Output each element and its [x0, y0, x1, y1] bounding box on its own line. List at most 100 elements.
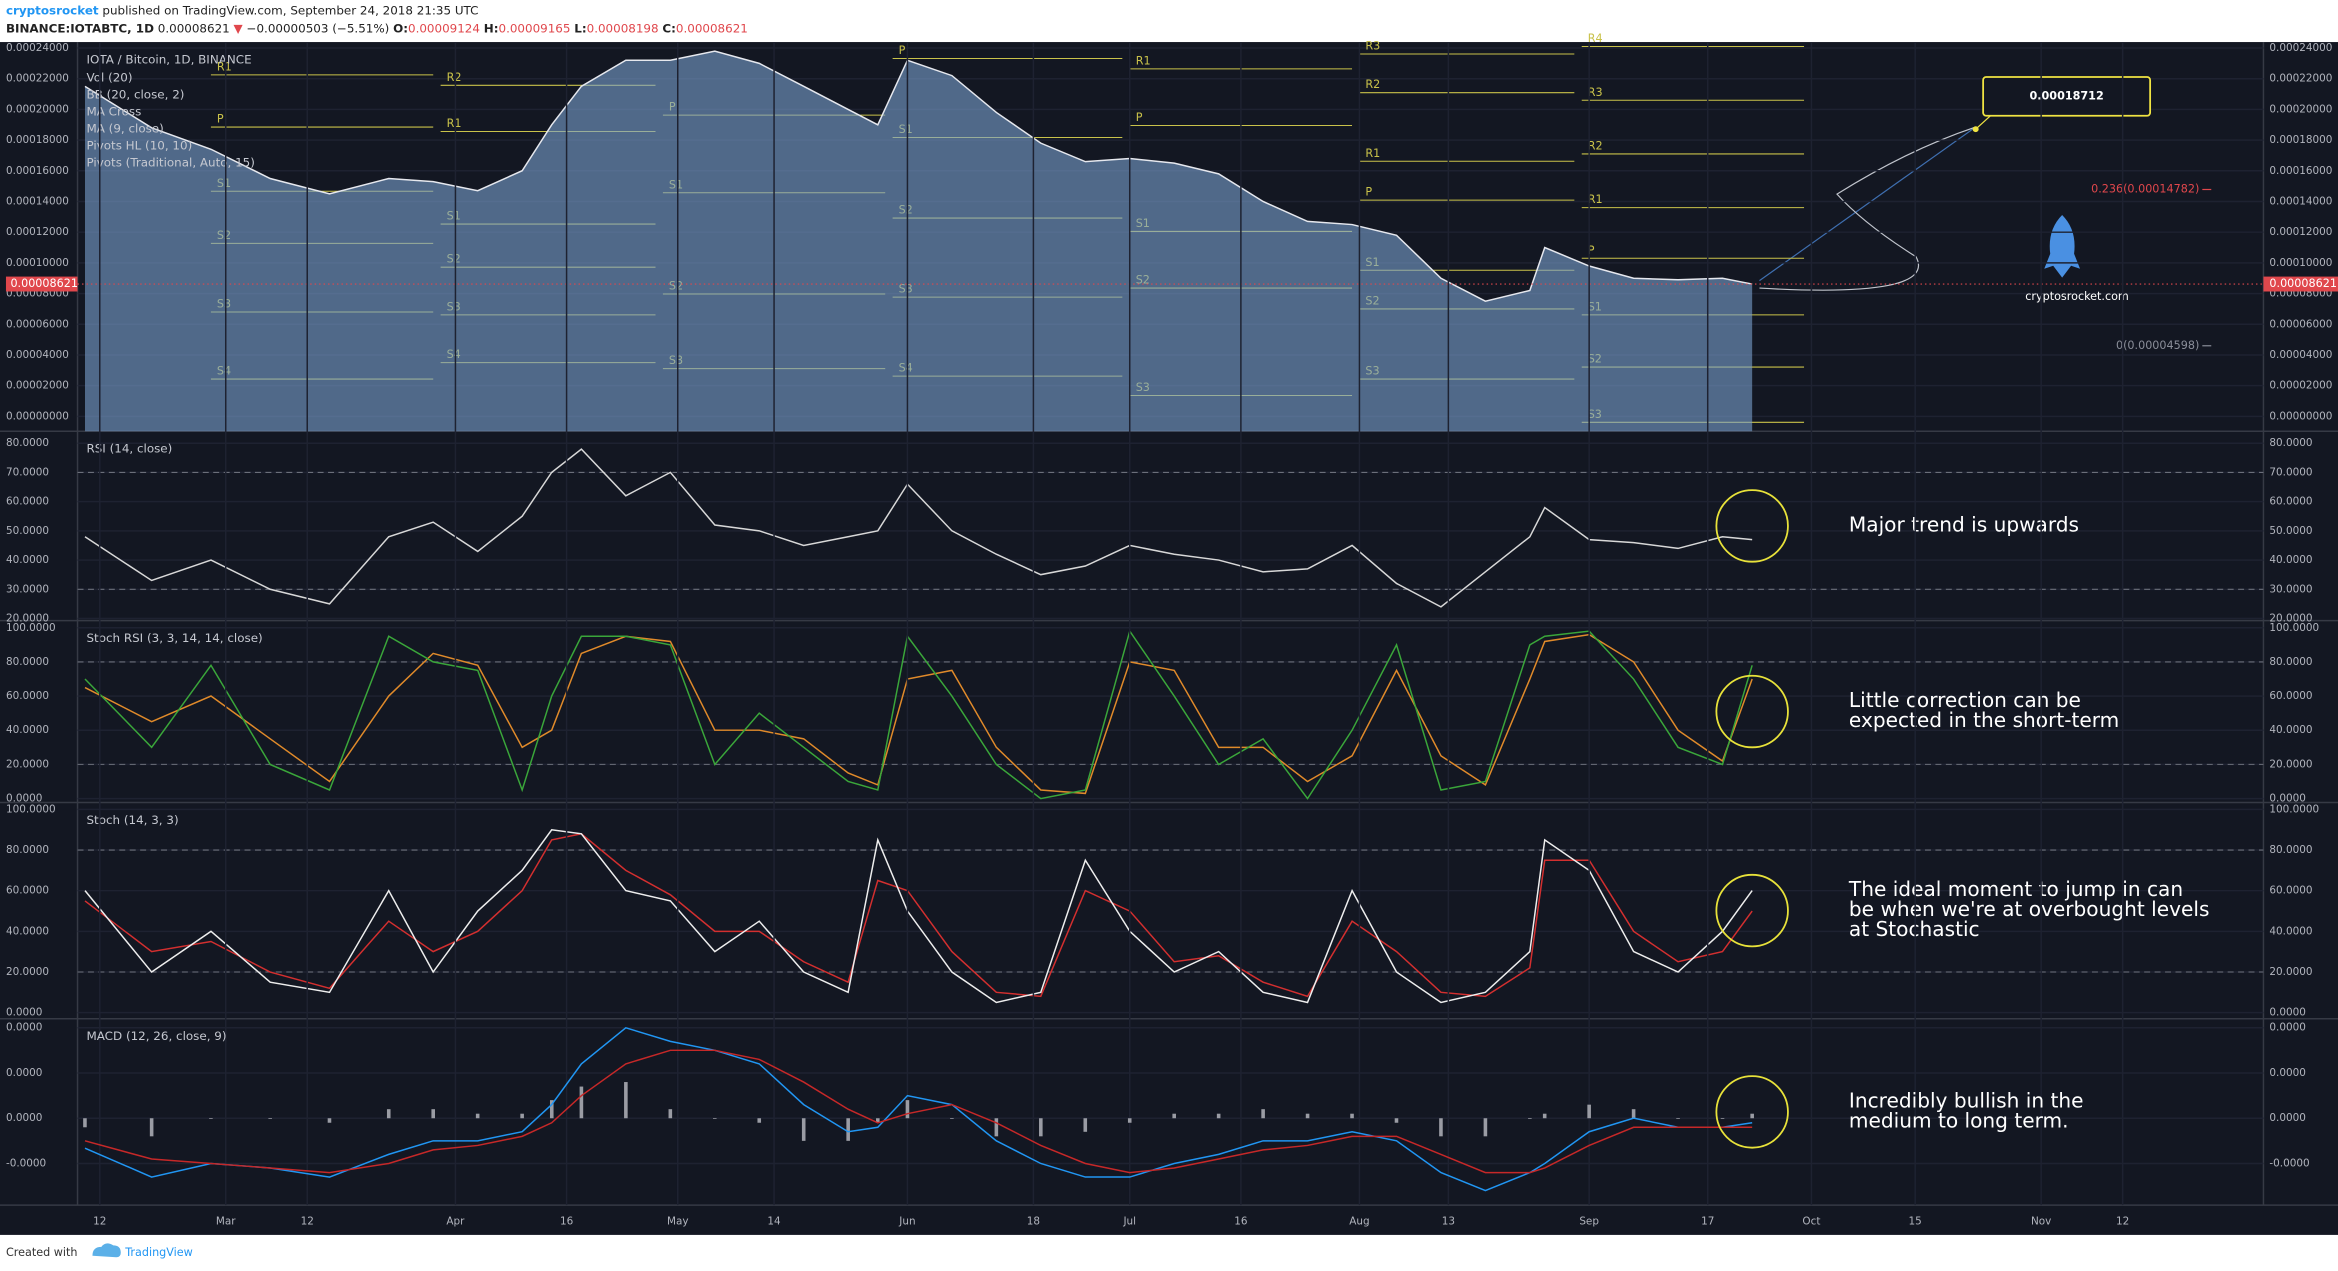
y-tick-label: 80.0000 [2269, 437, 2312, 449]
y-tick-label: 60.0000 [6, 885, 49, 897]
y-tick-label: 70.0000 [6, 466, 49, 478]
ohlc-value: 0.00009165 [499, 21, 571, 35]
y-tick-label: 40.0000 [2269, 554, 2312, 566]
y-tick-label: 20.0000 [2269, 613, 2312, 625]
x-tick-label: 14 [767, 1215, 781, 1227]
y-tick-label: 0.0000 [2269, 1007, 2305, 1019]
histogram-bar [1394, 1118, 1399, 1123]
ohlc-label: H: [484, 21, 499, 35]
histogram-bar [1172, 1113, 1176, 1119]
histogram-bar [327, 1118, 332, 1123]
series-line [84, 50, 1753, 302]
x-tick-label: Nov [2031, 1215, 2051, 1227]
highlight-circle [1715, 873, 1789, 948]
y-tick-label: 0.0000 [2269, 1022, 2305, 1034]
fib-label: 0(0.00004598) [2116, 339, 2199, 352]
author[interactable]: cryptosrocket [6, 3, 99, 17]
y-tick-label: 0.00014000 [6, 195, 69, 207]
pane-title: Stoch RSI (3, 3, 14, 14, close) [86, 631, 262, 645]
legend-entry: BB (20, close, 2) [86, 87, 184, 101]
y-tick-label: 0.00020000 [6, 103, 69, 115]
y-tick-label: 0.00012000 [6, 226, 69, 238]
ohlc-value: 0.00009124 [408, 21, 480, 35]
y-tick-label: 0.00010000 [6, 257, 69, 269]
histogram-bar [950, 1118, 954, 1119]
histogram-bar [1631, 1109, 1636, 1119]
series-line [84, 1049, 1753, 1174]
histogram-bar [209, 1118, 213, 1119]
pivot-label: P [1136, 111, 1143, 124]
y-tick-label: 0.00022000 [6, 73, 69, 85]
histogram-bar [268, 1118, 272, 1119]
histogram-bar [668, 1109, 673, 1119]
symbol: BINANCE:IOTABTC, 1D [6, 21, 154, 35]
y-tick-label: 0.0000 [6, 793, 42, 805]
y-tick-label: 20.0000 [6, 758, 49, 770]
histogram-bar [1542, 1113, 1547, 1119]
histogram-bar [520, 1113, 524, 1119]
y-tick-label: 0.0000 [2269, 1112, 2305, 1124]
histogram-bar [1676, 1118, 1680, 1119]
annotation: expected in the short-term [1849, 708, 2119, 732]
pivot-label: R2 [447, 71, 462, 84]
y-tick-label: 40.0000 [6, 724, 49, 736]
x-tick-label: 16 [1234, 1215, 1247, 1227]
target-box [1982, 76, 2152, 117]
y-tick-label: 0.00004000 [2269, 349, 2332, 361]
y-tick-label: 0.00002000 [2269, 380, 2332, 392]
y-tick-label: 100.0000 [6, 622, 56, 634]
histogram-bar [83, 1118, 87, 1128]
x-tick-label: 15 [1909, 1215, 1922, 1227]
highlight-circle [1715, 674, 1789, 749]
histogram-bar [1528, 1118, 1532, 1119]
histogram-bar [846, 1118, 850, 1141]
histogram-bar [1039, 1118, 1043, 1137]
y-tick-label: 60.0000 [6, 690, 49, 702]
histogram-bar [1750, 1113, 1754, 1119]
pane-title: RSI (14, close) [86, 442, 172, 456]
y-tick-label: 40.0000 [6, 925, 49, 937]
histogram-bar [1720, 1118, 1725, 1119]
y-tick-label: 100.0000 [6, 803, 56, 815]
y-tick-label: 0.0000 [2269, 1067, 2305, 1079]
annotation: at Stochastic [1849, 917, 1980, 941]
pivot-label: R1 [1588, 193, 1603, 206]
histogram-bar [1216, 1113, 1221, 1119]
highlight-circle [1715, 1075, 1789, 1149]
brand[interactable]: TradingView [124, 1246, 192, 1259]
x-tick-label: 13 [1442, 1215, 1455, 1227]
price-tag-label: 0.00008621 [2269, 277, 2337, 290]
y-tick-label: 0.0000 [6, 1022, 42, 1034]
series-line [84, 629, 1753, 800]
pivot-label: R1 [1136, 54, 1151, 67]
histogram-bar [905, 1100, 910, 1119]
y-tick-label: 0.00002000 [6, 380, 69, 392]
y-tick-label: 80.0000 [6, 656, 49, 668]
y-tick-label: 0.0000 [6, 1007, 42, 1019]
header-line-2: BINANCE:IOTABTC, 1D 0.00008621 ▼ −0.0000… [6, 21, 748, 35]
change: −0.00000503 (−5.51%) [247, 21, 390, 35]
histogram-bar [1127, 1118, 1132, 1123]
pivot-label: R3 [1365, 40, 1380, 53]
y-tick-label: 100.0000 [2269, 803, 2319, 815]
y-tick-label: 0.00022000 [2269, 73, 2332, 85]
projection-curve [1759, 126, 1976, 291]
y-tick-label: 30.0000 [6, 583, 49, 595]
fib-label: 0.236(0.00014782) [2091, 182, 2199, 195]
x-tick-label: Aug [1349, 1215, 1369, 1227]
histogram-bar [712, 1118, 717, 1119]
legend-entry: MA Cross [86, 104, 141, 118]
y-tick-label: 0.00000000 [2269, 410, 2332, 422]
pane-title: IOTA / Bitcoin, 1D, BINANCE [86, 52, 251, 66]
histogram-bar [549, 1100, 554, 1119]
y-tick-label: -0.0000 [2269, 1157, 2309, 1169]
y-tick-label: 40.0000 [6, 554, 49, 566]
y-tick-label: 0.00024000 [2269, 42, 2332, 54]
y-tick-label: 0.00006000 [6, 318, 69, 330]
pane-title: MACD (12, 26, close, 9) [86, 1029, 226, 1043]
x-tick-label: 12 [2116, 1215, 2129, 1227]
x-tick-label: Apr [446, 1215, 465, 1227]
annotation: be when we're at overbought levels [1849, 897, 2210, 921]
y-tick-label: 0.0000 [2269, 793, 2305, 805]
y-tick-label: 60.0000 [2269, 690, 2312, 702]
